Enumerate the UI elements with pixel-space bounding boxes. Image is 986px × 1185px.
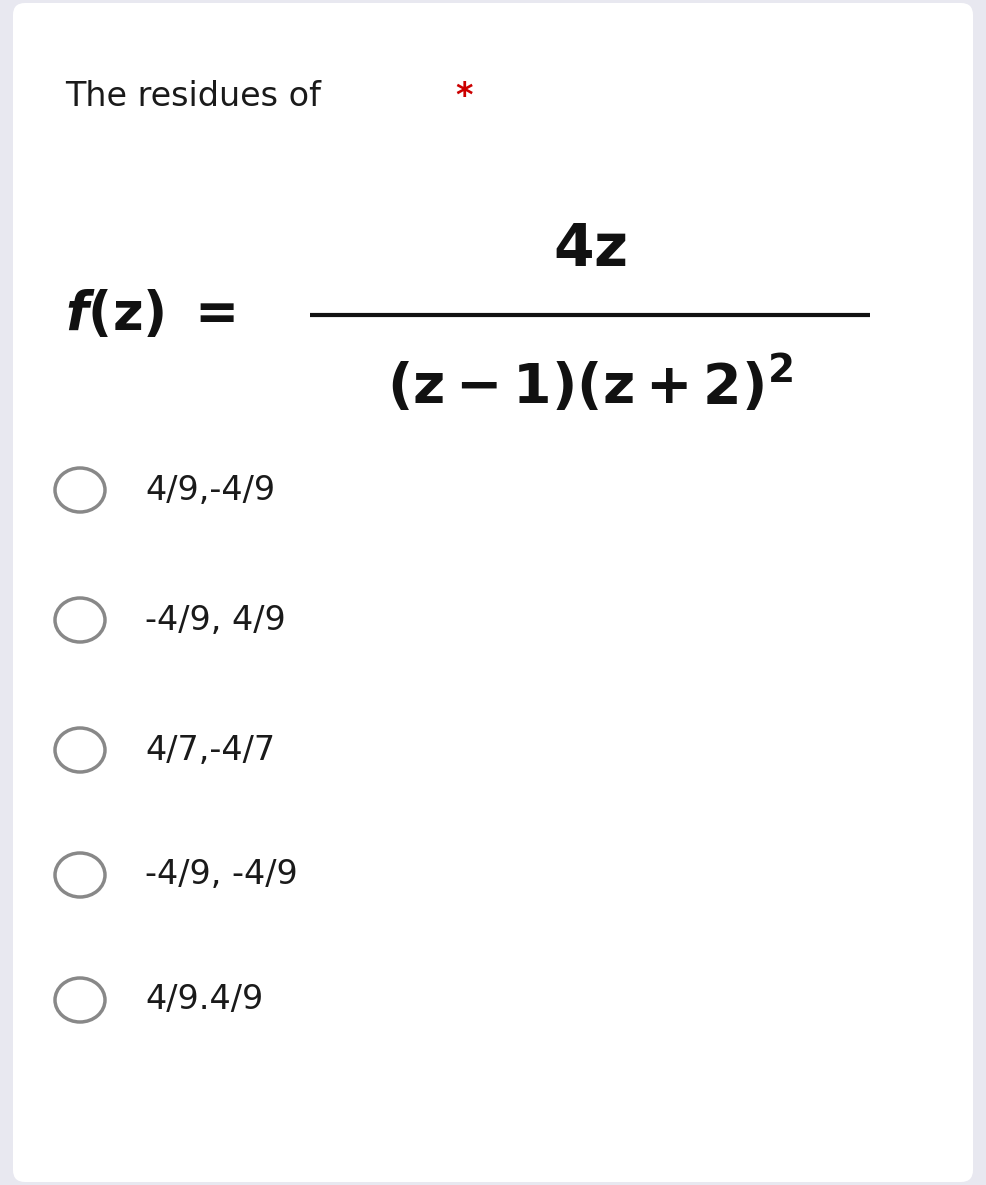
Text: -4/9, 4/9: -4/9, 4/9: [145, 603, 286, 636]
Text: 4/7,-4/7: 4/7,-4/7: [145, 734, 275, 767]
Text: 4/9,-4/9: 4/9,-4/9: [145, 474, 275, 506]
Text: $\boldsymbol{f}\mathbf{(z)\ =}$: $\boldsymbol{f}\mathbf{(z)\ =}$: [65, 289, 235, 341]
Text: *: *: [455, 81, 472, 113]
Text: $\mathbf{(z-1)(z+2)^2}$: $\mathbf{(z-1)(z+2)^2}$: [387, 354, 793, 416]
Text: -4/9, -4/9: -4/9, -4/9: [145, 858, 298, 891]
FancyBboxPatch shape: [13, 4, 973, 1181]
Text: The residues of: The residues of: [65, 81, 331, 113]
Text: 4/9.4/9: 4/9.4/9: [145, 984, 263, 1017]
Text: $\mathbf{4z}$: $\mathbf{4z}$: [553, 222, 627, 278]
